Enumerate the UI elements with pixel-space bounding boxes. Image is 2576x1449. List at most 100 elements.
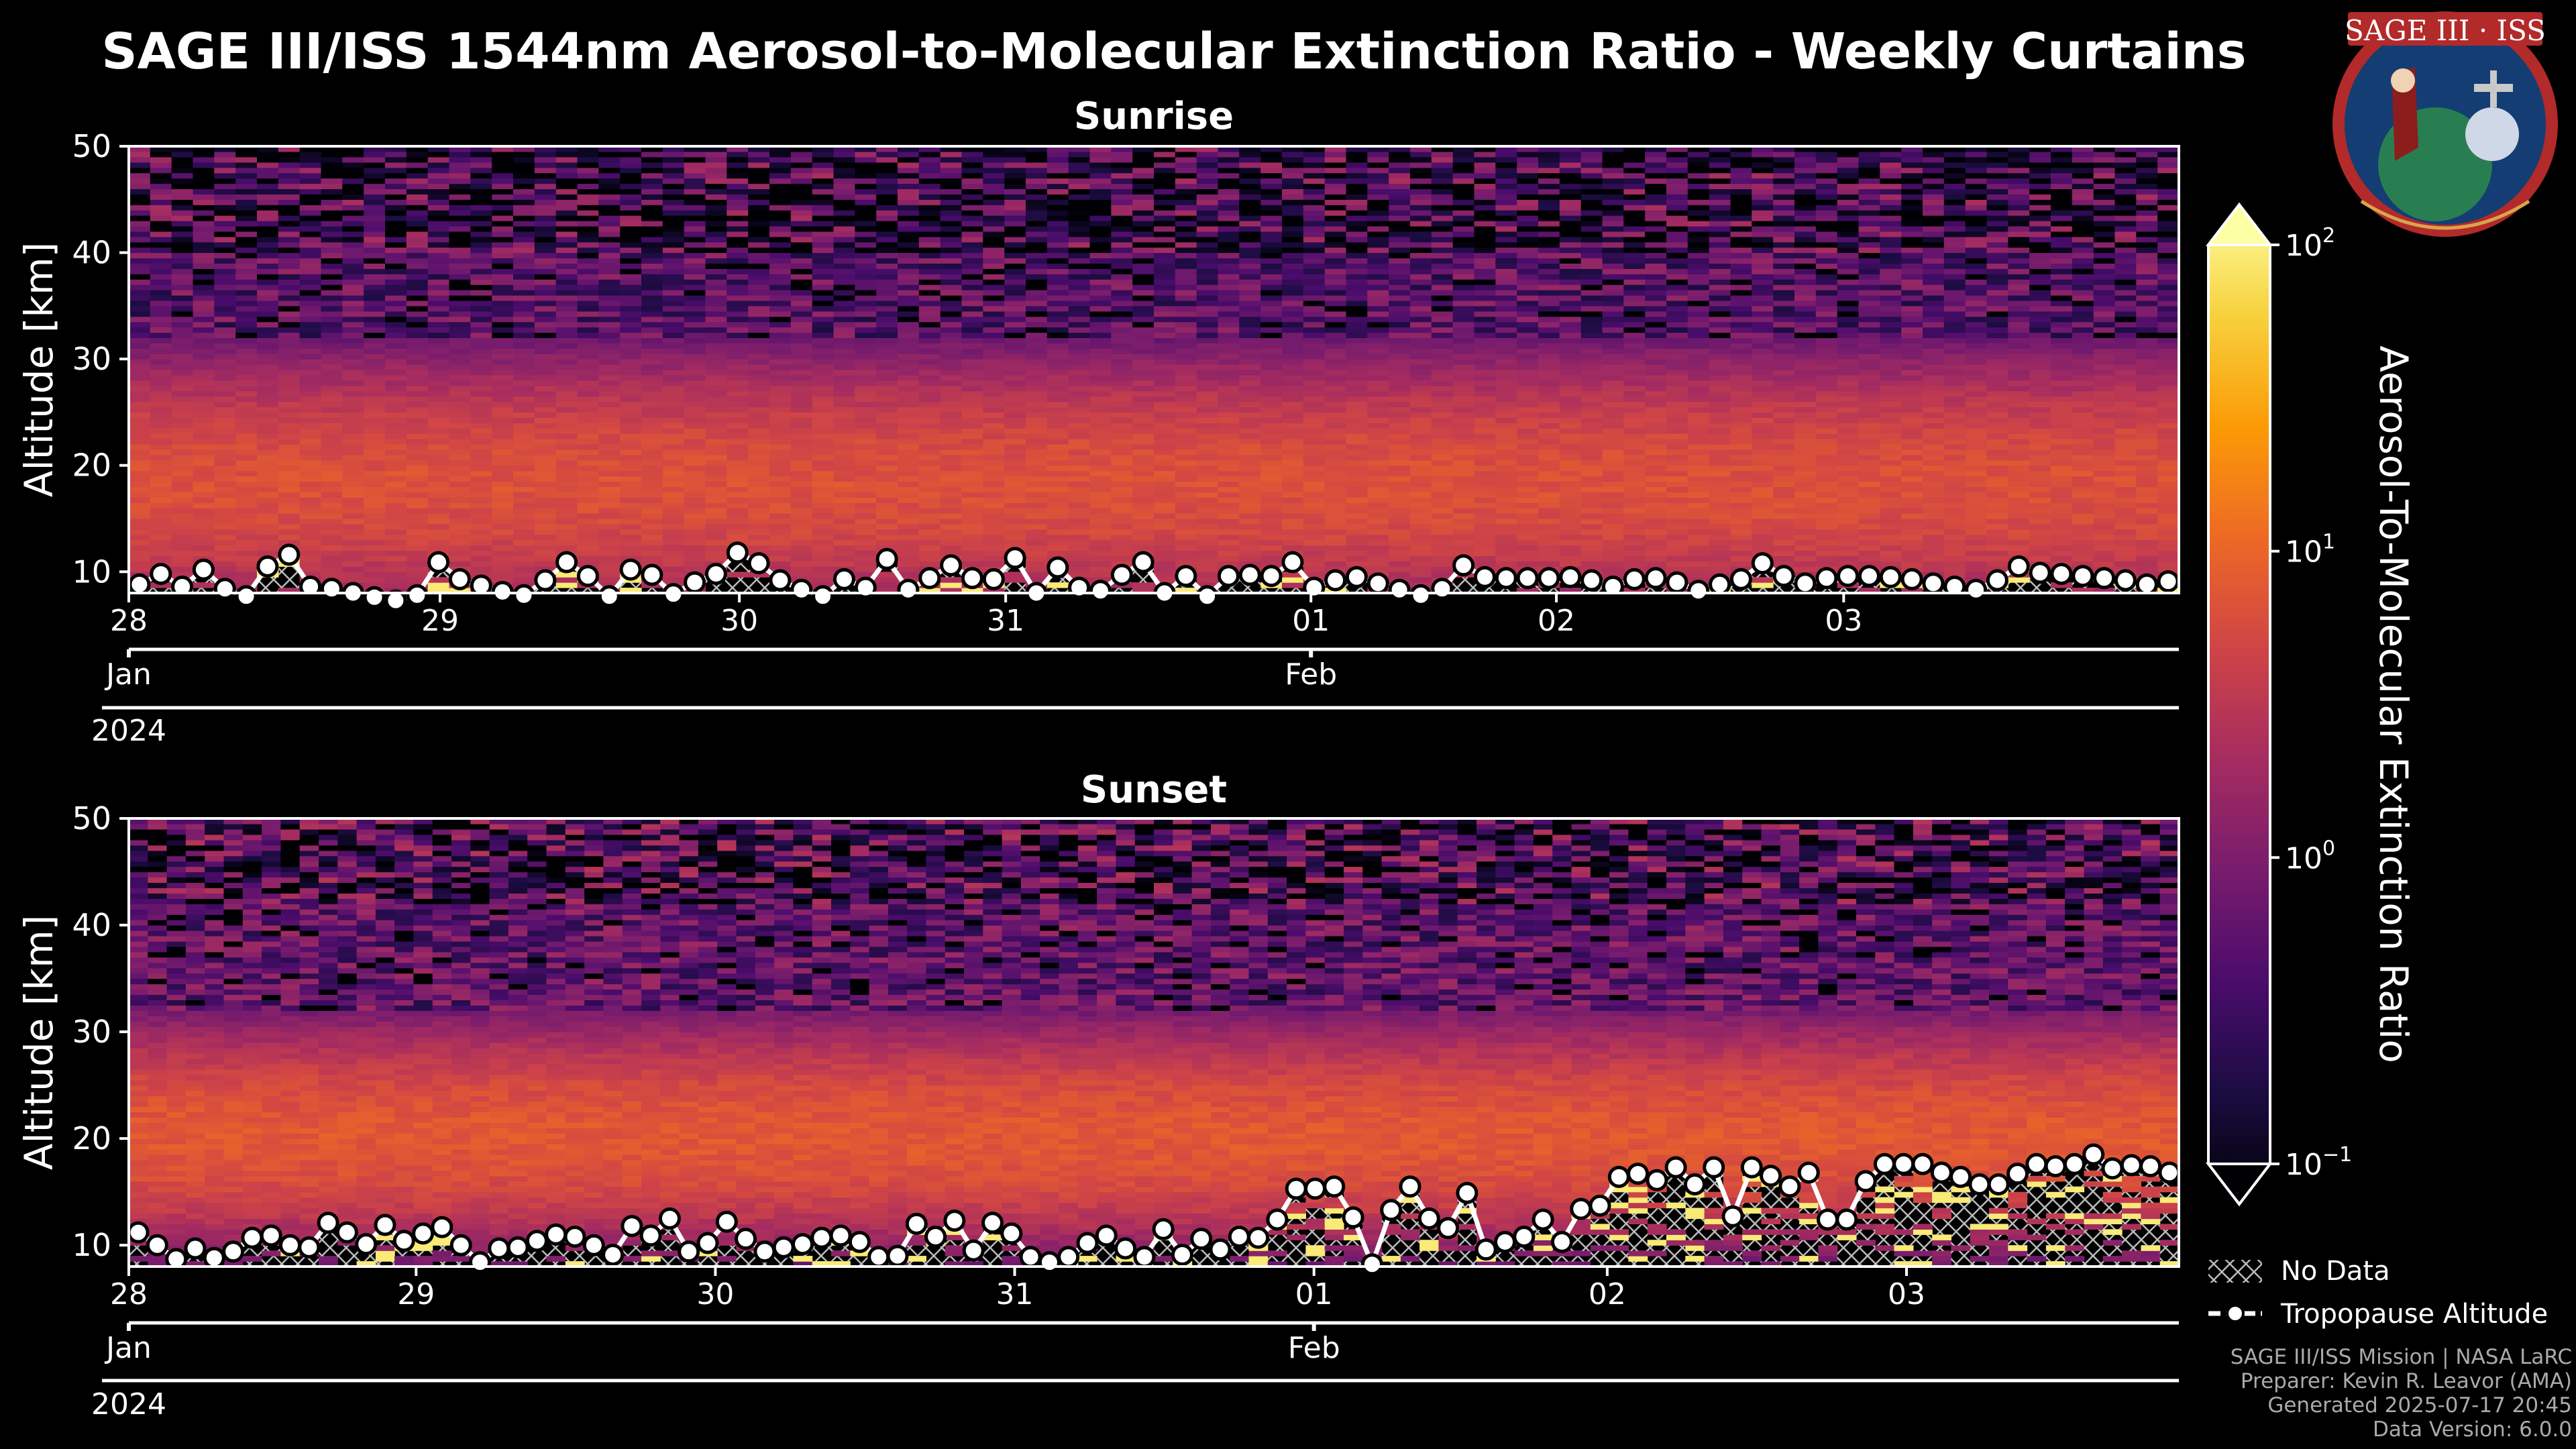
heatmap-cell bbox=[748, 455, 769, 461]
heatmap-cell bbox=[470, 173, 492, 179]
heatmap-cell bbox=[172, 529, 193, 535]
heatmap-cell bbox=[321, 279, 343, 285]
heatmap-cell bbox=[684, 258, 706, 264]
heatmap-cell bbox=[1239, 471, 1260, 477]
heatmap-cell bbox=[278, 423, 300, 429]
heatmap-cell bbox=[1111, 455, 1132, 461]
heatmap-cell bbox=[1090, 449, 1112, 455]
heatmap-cell bbox=[1389, 497, 1410, 503]
heatmap-cell bbox=[129, 396, 150, 402]
heatmap-cell bbox=[620, 317, 641, 323]
heatmap-cell bbox=[1004, 306, 1026, 312]
heatmap-cell bbox=[129, 295, 150, 301]
heatmap-cell bbox=[834, 412, 855, 418]
heatmap-cell bbox=[1026, 566, 1047, 572]
heatmap-cell bbox=[492, 444, 513, 450]
heatmap-cell bbox=[1197, 348, 1218, 354]
heatmap-cell bbox=[1069, 502, 1090, 508]
heatmap-cell bbox=[1389, 460, 1410, 466]
heatmap-cell bbox=[449, 333, 471, 339]
heatmap-cell bbox=[598, 439, 620, 445]
heatmap-cell bbox=[855, 508, 876, 514]
heatmap-cell bbox=[706, 295, 727, 301]
heatmap-cell bbox=[1218, 221, 1240, 227]
heatmap-cell bbox=[684, 173, 706, 179]
heatmap-cell bbox=[535, 402, 556, 408]
heatmap-cell bbox=[578, 412, 599, 418]
heatmap-cell bbox=[129, 439, 150, 445]
heatmap-cell bbox=[470, 295, 492, 301]
heatmap-cell bbox=[578, 482, 599, 488]
heatmap-cell bbox=[1047, 449, 1069, 455]
heatmap-cell bbox=[641, 540, 663, 546]
heatmap-cell bbox=[919, 412, 941, 418]
heatmap-cell bbox=[791, 497, 812, 503]
heatmap-cell bbox=[1282, 322, 1303, 328]
heatmap-cell bbox=[578, 423, 599, 429]
heatmap-cell bbox=[193, 157, 215, 163]
heatmap-cell bbox=[1282, 337, 1303, 343]
heatmap-cell bbox=[364, 417, 385, 423]
heatmap-cell bbox=[1367, 162, 1389, 168]
heatmap-cell bbox=[578, 364, 599, 370]
heatmap-cell bbox=[1090, 524, 1112, 530]
heatmap-cell bbox=[1260, 508, 1282, 514]
heatmap-cell bbox=[214, 466, 235, 472]
heatmap-cell bbox=[1197, 333, 1218, 339]
heatmap-cell bbox=[556, 486, 578, 492]
heatmap-cell bbox=[321, 364, 343, 370]
heatmap-cell bbox=[321, 231, 343, 237]
heatmap-cell bbox=[193, 263, 215, 269]
heatmap-cell bbox=[941, 444, 962, 450]
heatmap-cell bbox=[492, 178, 513, 184]
heatmap-cell bbox=[278, 263, 300, 269]
heatmap-cell bbox=[150, 274, 172, 280]
heatmap-cell bbox=[172, 497, 193, 503]
heatmap-cell bbox=[706, 205, 727, 211]
heatmap-cell bbox=[898, 290, 919, 296]
heatmap-cell bbox=[364, 433, 385, 439]
heatmap-cell bbox=[1047, 210, 1069, 216]
heatmap-cell bbox=[791, 417, 812, 423]
heatmap-cell bbox=[748, 370, 769, 376]
heatmap-cell bbox=[727, 519, 748, 525]
heatmap-cell bbox=[919, 370, 941, 376]
heatmap-cell bbox=[1260, 317, 1282, 323]
heatmap-cell bbox=[1069, 221, 1090, 227]
heatmap-cell bbox=[364, 231, 385, 237]
heatmap-cell bbox=[1239, 386, 1260, 392]
heatmap-cell bbox=[1090, 396, 1112, 402]
heatmap-cell bbox=[513, 380, 535, 386]
heatmap-cell bbox=[385, 248, 407, 254]
heatmap-cell bbox=[983, 423, 1004, 429]
heatmap-cell bbox=[812, 556, 834, 562]
heatmap-cell bbox=[1218, 551, 1240, 557]
heatmap-cell bbox=[470, 375, 492, 381]
heatmap-cell bbox=[663, 370, 684, 376]
heatmap-cell bbox=[385, 455, 407, 461]
heatmap-cell bbox=[321, 428, 343, 434]
heatmap-cell bbox=[1367, 263, 1389, 269]
heatmap-cell bbox=[1303, 295, 1325, 301]
heatmap-cell bbox=[1260, 306, 1282, 312]
heatmap-cell bbox=[1111, 502, 1132, 508]
heatmap-cell bbox=[428, 221, 449, 227]
heatmap-cell bbox=[598, 540, 620, 546]
heatmap-cell bbox=[1197, 284, 1218, 290]
heatmap-cell bbox=[1004, 279, 1026, 285]
heatmap-cell bbox=[1175, 295, 1197, 301]
heatmap-cell bbox=[1132, 354, 1154, 360]
no-data-cell bbox=[727, 566, 748, 572]
heatmap-cell bbox=[834, 375, 855, 381]
heatmap-cell bbox=[1111, 524, 1132, 530]
heatmap-cell bbox=[535, 433, 556, 439]
heatmap-cell bbox=[385, 364, 407, 370]
heatmap-cell bbox=[812, 417, 834, 423]
heatmap-cell bbox=[578, 322, 599, 328]
heatmap-cell bbox=[470, 284, 492, 290]
heatmap-cell bbox=[919, 519, 941, 525]
heatmap-cell bbox=[641, 476, 663, 482]
heatmap-cell bbox=[407, 513, 428, 519]
heatmap-cell bbox=[214, 460, 235, 466]
heatmap-cell bbox=[941, 433, 962, 439]
